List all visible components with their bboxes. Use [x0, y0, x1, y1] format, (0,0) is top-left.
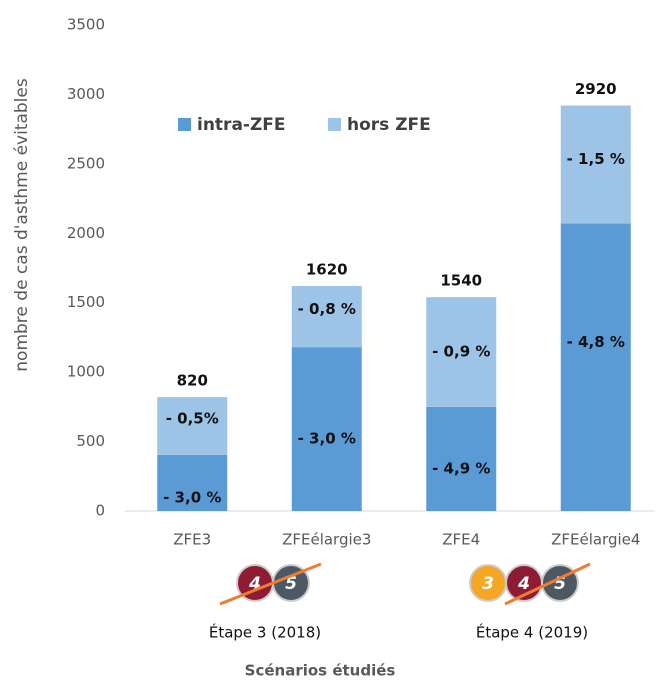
badge-number: 3 — [482, 574, 494, 594]
bar-segment — [291, 347, 362, 511]
y-tick-label: 500 — [76, 432, 105, 450]
y-tick-label: 1000 — [67, 363, 105, 381]
legend-label: hors ZFE — [347, 115, 431, 135]
y-tick-label: 3500 — [67, 16, 105, 34]
bar-segment — [426, 297, 497, 407]
x-tick-label: ZFE4 — [442, 531, 480, 549]
segment-label: - 3,0 % — [298, 430, 356, 448]
bar-segment — [560, 105, 631, 224]
segment-label: - 1,5 % — [567, 150, 625, 168]
step-label: Étape 4 (2019) — [476, 623, 588, 642]
total-label: 2920 — [575, 80, 617, 98]
strike-line — [219, 562, 322, 606]
bar-segment — [291, 286, 362, 348]
x-axis-label: Scénarios étudiés — [245, 662, 396, 680]
x-tick-label: ZFEélargie3 — [282, 531, 371, 549]
legend-label: intra-ZFE — [197, 115, 286, 135]
bar-segment — [426, 406, 497, 511]
strike-line — [504, 562, 591, 606]
total-label: 1540 — [440, 272, 482, 290]
badge-number: 4 — [517, 574, 530, 594]
bar-segment — [157, 454, 228, 511]
legend-swatch — [178, 118, 191, 131]
y-tick-label: 1500 — [67, 293, 105, 311]
segment-label: - 0,8 % — [298, 300, 356, 318]
step-label: Étape 3 (2018) — [209, 623, 321, 642]
x-tick-label: ZFEélargie4 — [551, 531, 640, 549]
badge-number: 5 — [285, 574, 297, 594]
bar-segment — [560, 223, 631, 511]
legend-swatch — [328, 118, 341, 131]
segment-label: - 3,0 % — [163, 488, 221, 506]
badge-number: 5 — [554, 574, 566, 594]
y-tick-label: 2000 — [67, 224, 105, 242]
y-axis-label: nombre de cas d'asthme évitables — [12, 78, 32, 372]
total-label: 820 — [177, 372, 208, 390]
segment-label: - 4,8 % — [567, 333, 625, 351]
y-tick-label: 3000 — [67, 85, 105, 103]
y-tick-label: 2500 — [67, 154, 105, 172]
segment-label: - 0,5% — [166, 409, 219, 427]
bar-segment — [157, 397, 228, 455]
segment-label: - 4,9 % — [432, 459, 490, 477]
x-tick-label: ZFE3 — [173, 531, 211, 549]
segment-label: - 0,9 % — [432, 343, 490, 361]
y-tick-label: 0 — [95, 502, 105, 520]
total-label: 1620 — [306, 261, 348, 279]
